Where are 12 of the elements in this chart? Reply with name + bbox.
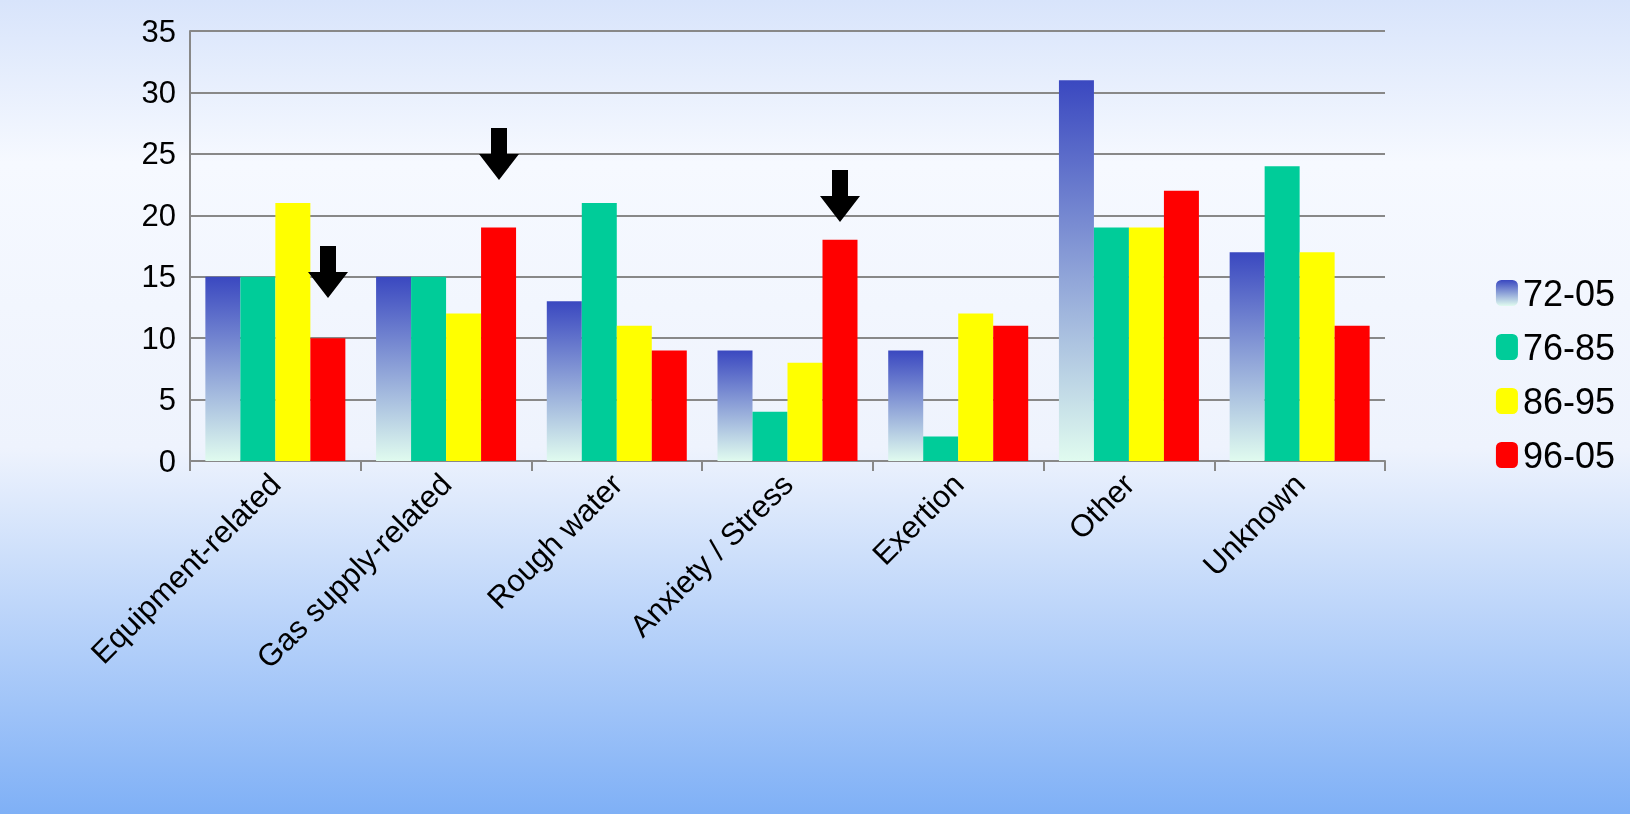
y-tick-label: 30: [141, 74, 176, 110]
y-tick-label: 5: [158, 382, 176, 418]
y-tick-label: 20: [141, 197, 176, 233]
legend-label: 96-05: [1522, 434, 1615, 476]
legend-label: 72-05: [1522, 272, 1615, 314]
y-tick-label: 25: [141, 136, 176, 172]
y-tick-label: 15: [141, 259, 176, 295]
y-tick-label: 35: [141, 13, 176, 49]
y-tick-label: 0: [158, 443, 176, 479]
legend-label: 76-85: [1522, 326, 1615, 368]
y-tick-label: 10: [141, 320, 176, 356]
legend-label: 86-95: [1522, 380, 1615, 422]
